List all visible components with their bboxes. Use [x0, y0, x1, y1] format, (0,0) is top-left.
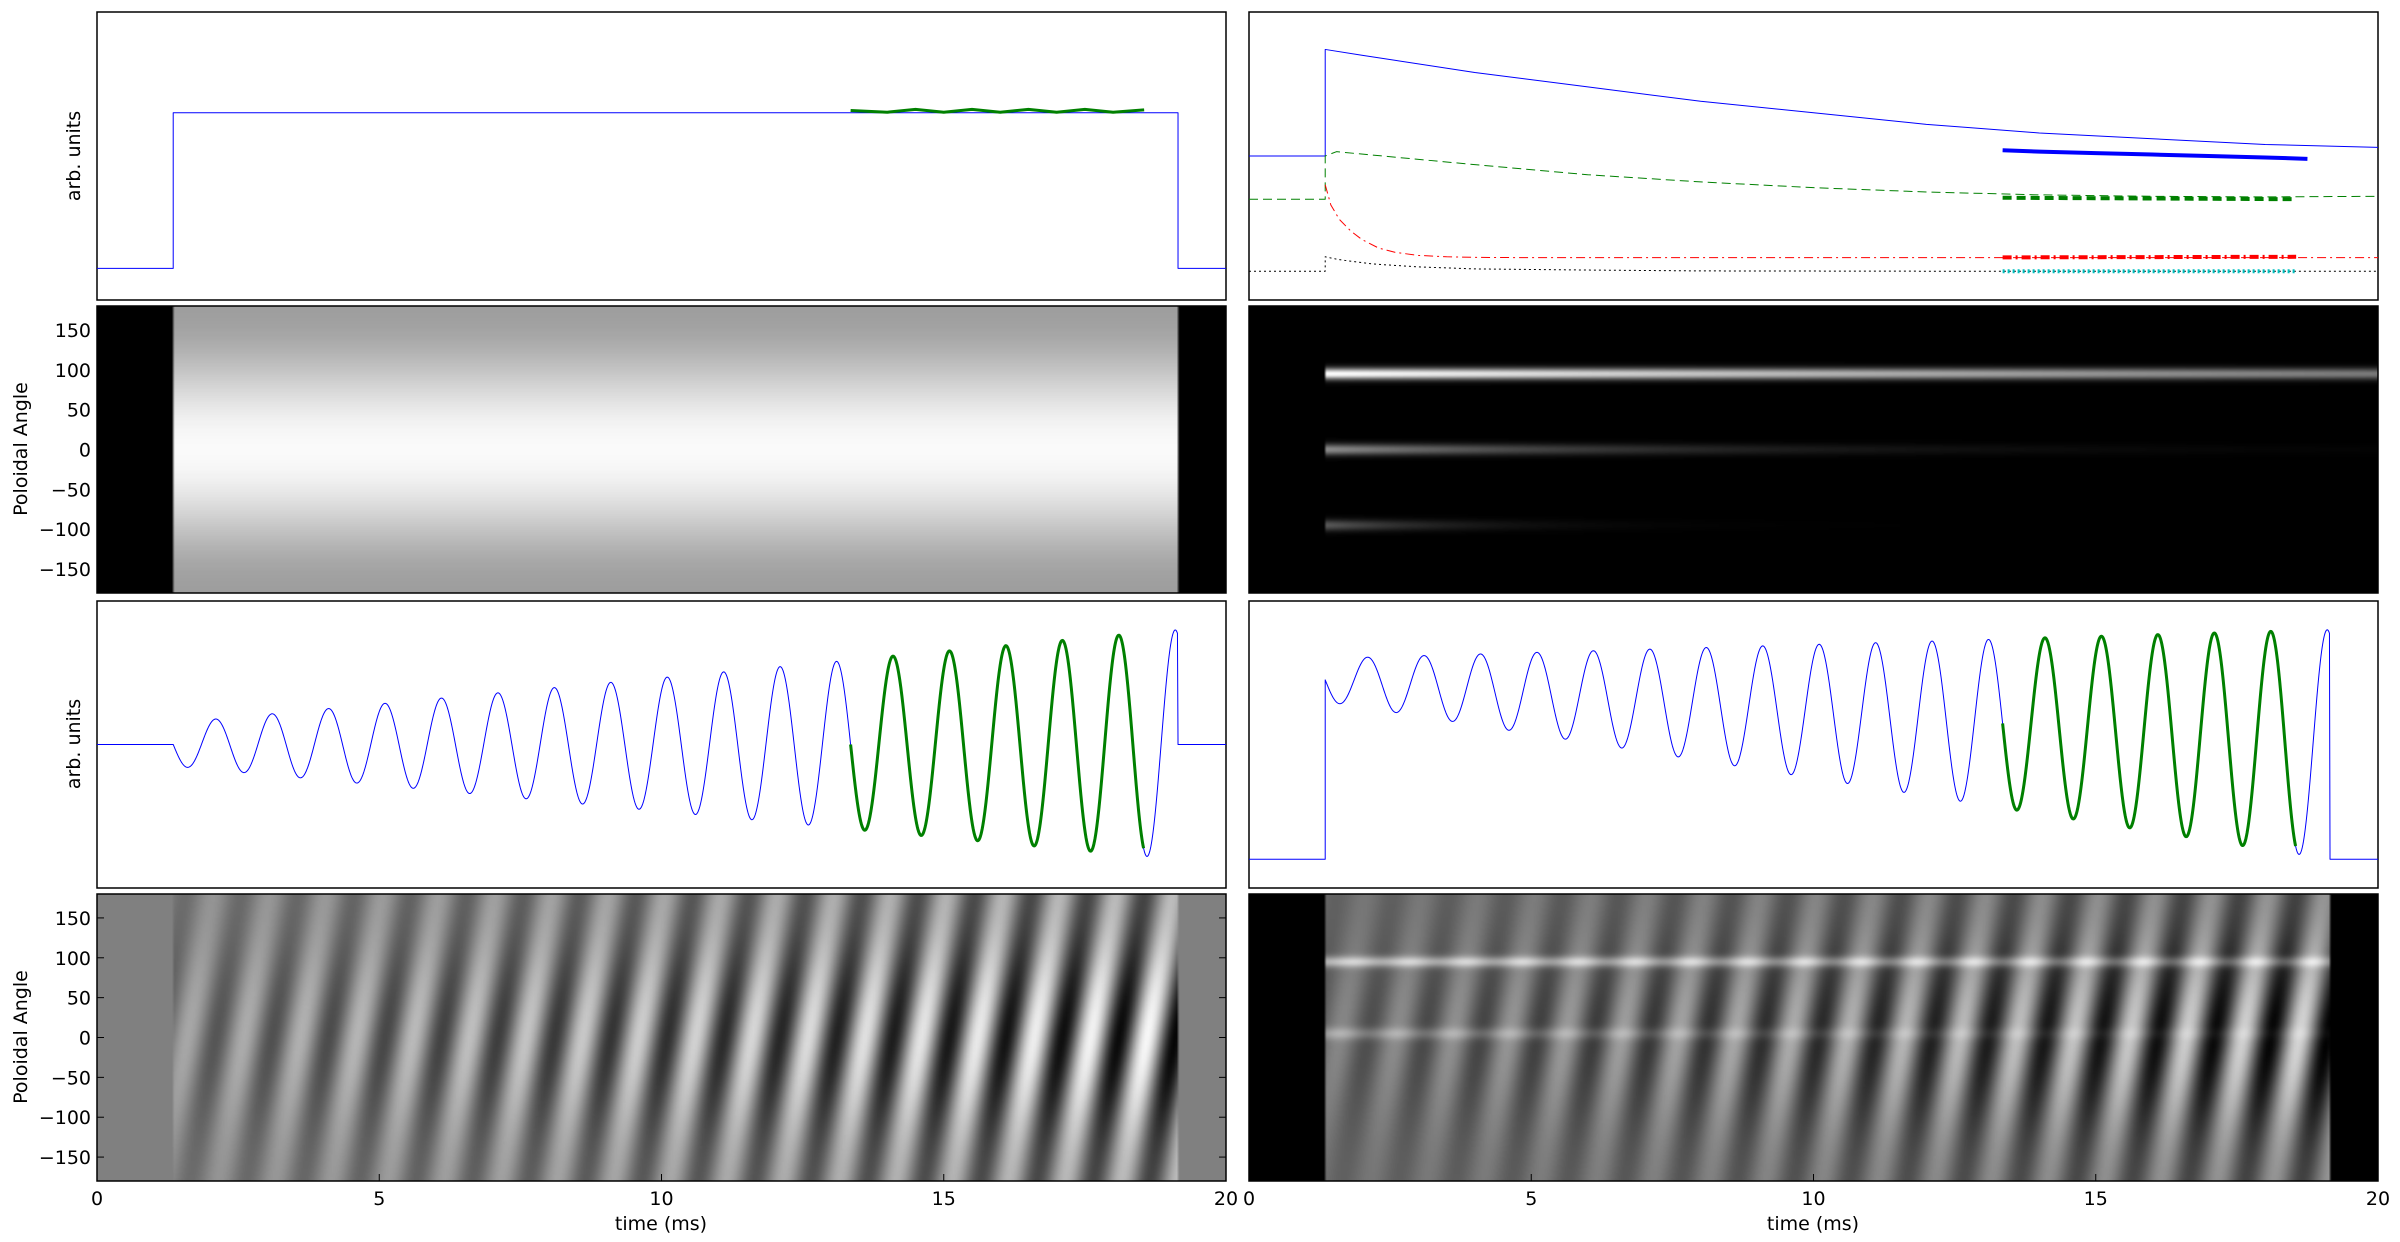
x-axis-label: time (ms) [615, 1213, 707, 1235]
series-line-1 [2001, 629, 2298, 848]
series-line-0 [1249, 48, 2378, 157]
series-line-5 [2002, 254, 2297, 260]
panel-right-signal [1248, 11, 2379, 301]
y-tick-label: −100 [39, 519, 91, 541]
heatmap-image [1249, 894, 2378, 1181]
series-line-3 [2002, 195, 2297, 202]
y-tick-label: −150 [39, 559, 91, 581]
series-line-0 [97, 112, 1226, 269]
x-tick-label: 20 [2366, 1188, 2390, 1210]
y-tick-label: 150 [55, 320, 91, 342]
panel-left-wave: arb. units [63, 600, 1227, 889]
x-tick-label: 0 [1243, 1188, 1255, 1210]
series-line-6 [1249, 256, 2378, 272]
series-line-4 [1324, 184, 2378, 259]
y-tick-label: 50 [67, 988, 91, 1010]
y-tick-label: −100 [39, 1107, 91, 1129]
x-tick-label: 5 [373, 1188, 385, 1210]
plot-frame [96, 11, 1227, 301]
plot-frame [1248, 305, 2379, 594]
panel-right-map [1248, 305, 2379, 594]
series-group [1249, 629, 2378, 860]
x-ticks: 0 5 10 15 20 [91, 1174, 1238, 1210]
panel-left-wave-map: 150 100 50 0 −50 −100 −150 0 5 10 15 20 Poloidal A… [10, 893, 1238, 1235]
series-line-1 [849, 633, 1146, 853]
panel-left-map: 150 100 50 0 −50 −100 −150 Poloidal Angle [10, 305, 1227, 594]
series-group [97, 107, 1226, 269]
heatmap-image [97, 306, 1226, 593]
y-axis-label: Poloidal Angle [10, 382, 32, 516]
heatmap-image [1249, 306, 2378, 593]
x-tick-label: 15 [2084, 1188, 2108, 1210]
panel-left-signal: arb. units [63, 11, 1227, 301]
y-axis-label: arb. units [63, 699, 85, 789]
x-tick-label: 20 [1214, 1188, 1238, 1210]
panel-right-wave-map: 0 5 10 15 20 time (ms) [1243, 893, 2390, 1235]
y-tick-label: −50 [51, 1067, 91, 1089]
y-tick-label: 100 [55, 948, 91, 970]
series-group [97, 629, 1226, 857]
series-line-2 [1249, 151, 2378, 200]
y-tick-label: −150 [39, 1147, 91, 1169]
y-axis-label: arb. units [63, 111, 85, 201]
y-axis-label: Poloidal Angle [10, 970, 32, 1104]
series-line-1 [850, 107, 1145, 114]
y-tick-label: −50 [51, 479, 91, 501]
plot-frame [96, 600, 1227, 889]
series-line-1 [2002, 148, 2308, 161]
series-group [1249, 48, 2378, 274]
y-tick-label: 100 [55, 360, 91, 382]
y-ticks: 150 100 50 0 −50 −100 −150 [39, 908, 1226, 1169]
y-tick-label: 50 [67, 400, 91, 422]
heatmap-image [97, 894, 1226, 1181]
y-tick-label: 0 [79, 440, 91, 462]
panel-right-wave [1248, 600, 2379, 889]
x-axis-label: time (ms) [1767, 1213, 1859, 1235]
x-tick-label: 10 [649, 1188, 673, 1210]
y-tick-label: 0 [79, 1028, 91, 1050]
x-tick-label: 15 [932, 1188, 956, 1210]
plot-frame [1248, 600, 2379, 889]
x-tick-label: 5 [1525, 1188, 1537, 1210]
x-tick-label: 0 [91, 1188, 103, 1210]
y-ticks: 150 100 50 0 −50 −100 −150 [39, 320, 1226, 581]
x-ticks: 0 5 10 15 20 [1243, 1174, 2390, 1210]
y-tick-label: 150 [55, 908, 91, 930]
x-tick-label: 10 [1801, 1188, 1825, 1210]
